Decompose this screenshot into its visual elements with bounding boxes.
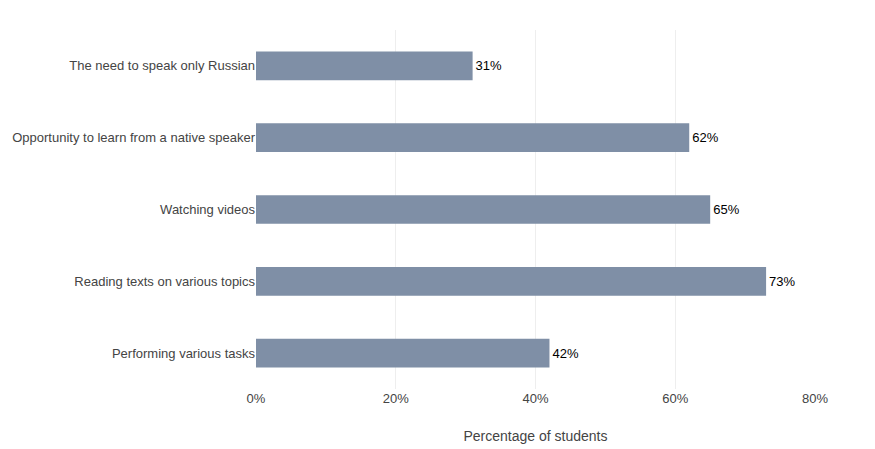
svg-text:62%: 62% <box>692 130 718 145</box>
svg-text:0%: 0% <box>247 391 266 406</box>
svg-text:Performing various tasks: Performing various tasks <box>112 346 256 361</box>
svg-text:Watching videos: Watching videos <box>160 202 255 217</box>
svg-text:Percentage of students: Percentage of students <box>464 428 608 444</box>
svg-text:42%: 42% <box>552 346 578 361</box>
svg-text:Opportunity to learn from a na: Opportunity to learn from a native speak… <box>12 130 255 145</box>
svg-text:31%: 31% <box>476 58 502 73</box>
svg-text:65%: 65% <box>713 202 739 217</box>
svg-text:20%: 20% <box>383 391 409 406</box>
svg-text:60%: 60% <box>662 391 688 406</box>
svg-text:73%: 73% <box>769 274 795 289</box>
svg-text:The need to speak only Russian: The need to speak only Russian <box>69 58 255 73</box>
svg-text:Reading texts on various topic: Reading texts on various topics <box>74 274 255 289</box>
svg-text:40%: 40% <box>522 391 548 406</box>
svg-text:80%: 80% <box>802 391 828 406</box>
